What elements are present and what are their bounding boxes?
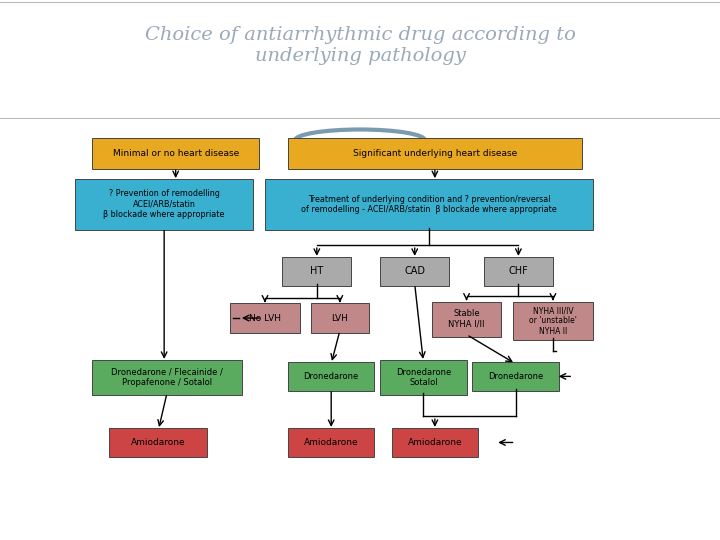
Text: Amiodarone: Amiodarone xyxy=(408,438,462,447)
Text: Minimal or no heart disease: Minimal or no heart disease xyxy=(112,149,239,158)
FancyBboxPatch shape xyxy=(288,138,582,170)
Text: LVH: LVH xyxy=(331,314,348,322)
FancyBboxPatch shape xyxy=(75,179,253,230)
Text: Treatment of underlying condition and ? prevention/reversal
of remodelling - ACE: Treatment of underlying condition and ? … xyxy=(301,194,557,214)
FancyBboxPatch shape xyxy=(472,362,559,391)
FancyBboxPatch shape xyxy=(392,428,478,457)
Text: ? Prevention of remodelling
ACEI/ARB/statin
β blockade where appropriate: ? Prevention of remodelling ACEI/ARB/sta… xyxy=(104,190,225,219)
Text: Amiodarone: Amiodarone xyxy=(304,438,359,447)
Text: CAD: CAD xyxy=(404,266,426,276)
Text: NYHA III/IV
or 'unstable'
NYHA II: NYHA III/IV or 'unstable' NYHA II xyxy=(529,306,577,336)
Text: Dronedarone: Dronedarone xyxy=(304,372,359,381)
FancyBboxPatch shape xyxy=(380,360,467,395)
Text: Choice of antiarrhythmic drug according to
underlying pathology: Choice of antiarrhythmic drug according … xyxy=(145,26,575,65)
Text: Amiodarone: Amiodarone xyxy=(131,438,186,447)
FancyBboxPatch shape xyxy=(265,179,593,230)
FancyBboxPatch shape xyxy=(288,428,374,457)
FancyBboxPatch shape xyxy=(230,303,300,333)
FancyBboxPatch shape xyxy=(380,257,449,286)
Text: HT: HT xyxy=(310,266,323,276)
FancyBboxPatch shape xyxy=(311,303,369,333)
FancyBboxPatch shape xyxy=(513,301,593,340)
Text: Stable
NYHA I/II: Stable NYHA I/II xyxy=(449,309,485,329)
Text: CHF: CHF xyxy=(508,266,528,276)
Text: No LVH: No LVH xyxy=(249,314,281,322)
Text: Dronedarone: Dronedarone xyxy=(488,372,543,381)
FancyBboxPatch shape xyxy=(282,257,351,286)
FancyBboxPatch shape xyxy=(92,360,242,395)
Text: Dronedarone
Sotalol: Dronedarone Sotalol xyxy=(396,368,451,387)
FancyBboxPatch shape xyxy=(432,301,501,336)
Text: Dronedarone / Flecainide /
Propafenone / Sotalol: Dronedarone / Flecainide / Propafenone /… xyxy=(111,368,223,387)
FancyBboxPatch shape xyxy=(109,428,207,457)
FancyBboxPatch shape xyxy=(92,138,259,170)
FancyBboxPatch shape xyxy=(484,257,553,286)
Text: Significant underlying heart disease: Significant underlying heart disease xyxy=(353,149,517,158)
FancyBboxPatch shape xyxy=(288,362,374,391)
